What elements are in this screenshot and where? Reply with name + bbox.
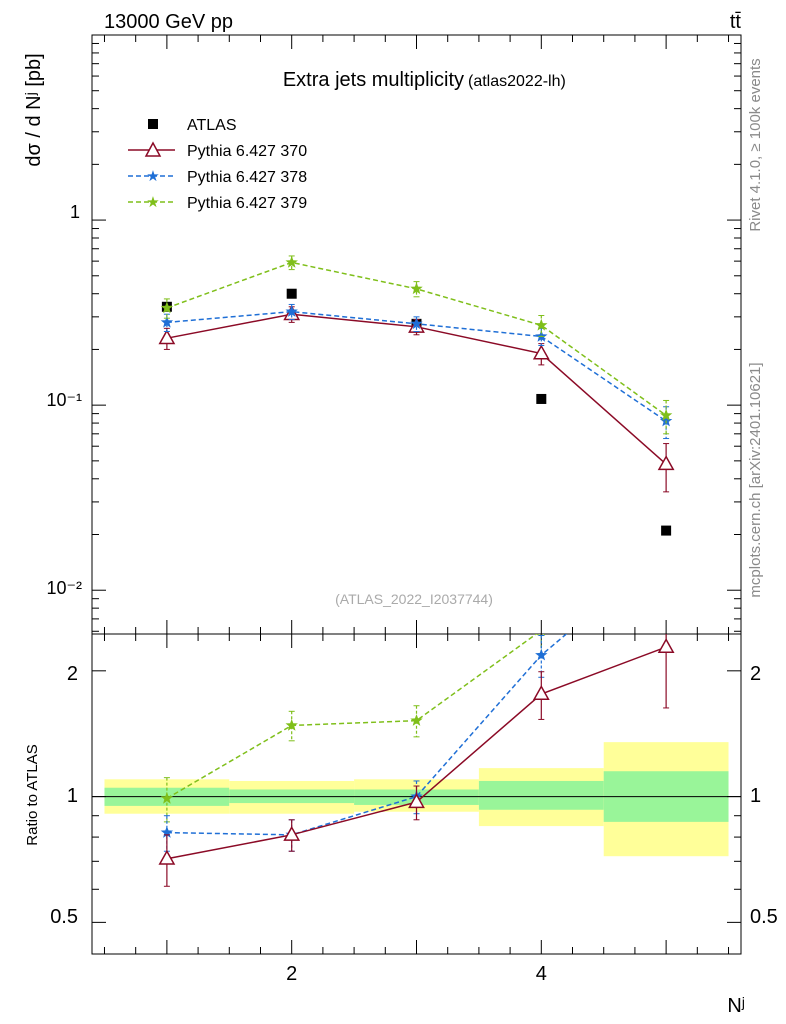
ratio-point [160, 826, 174, 838]
legend-marker-pythia-370 [144, 141, 162, 157]
ratio-point [285, 719, 298, 731]
y-tick-label-0.01: 10⁻² [46, 578, 82, 598]
x-axis-label: Nʲ [727, 995, 745, 1017]
main-point [285, 256, 298, 268]
ratio-point [660, 543, 672, 555]
main-point [410, 282, 423, 295]
ratio-y-tick-label-2: 2 [67, 663, 78, 685]
ratio-line-0 [166, 646, 667, 860]
legend-label-pythia-370: Pythia 6.427 370 [187, 143, 307, 160]
axes [91, 34, 742, 955]
main-panel-series [158, 255, 675, 536]
legend-marker-atlas [148, 119, 158, 129]
ratio-point [535, 648, 548, 661]
ratio-series-0 [158, 634, 675, 887]
ratio-y-axis-label: Ratio to ATLAS [24, 744, 41, 845]
ratio-y-tick-label-2-right: 2 [750, 663, 761, 685]
x-tick-label-4: 4 [536, 963, 547, 985]
ratio-point [537, 634, 546, 636]
legend-entry-pythia-370: Pythia 6.427 370 [128, 141, 307, 160]
main-line-1 [166, 313, 667, 465]
chart-title-text: Extra jets multiplicity [283, 69, 464, 91]
main-point [160, 315, 174, 328]
ratio-point [408, 793, 425, 809]
chart-title-tag: (atlas2022-lh) [468, 73, 566, 90]
energy-label: 13000 GeV pp [104, 11, 233, 33]
legend-entry-pythia-378: ★ Pythia 6.427 378 [128, 168, 307, 186]
ratio-point [657, 638, 675, 654]
ratio-y-tick-label-1: 1 [67, 785, 78, 807]
legend-label-atlas: ATLAS [187, 117, 237, 134]
process-label: tt̄ [730, 11, 742, 33]
main-point [285, 305, 298, 317]
ratio-line-2 [166, 634, 538, 800]
ratio-y-tick-label-0.5: 0.5 [50, 906, 78, 928]
legend-label-pythia-379: Pythia 6.427 379 [187, 195, 307, 212]
main-point [535, 318, 548, 331]
legend-marker-pythia-379: ★ [146, 194, 159, 211]
watermark-label: (ATLAS_2022_I2037744) [335, 591, 493, 607]
ratio-band-green [478, 780, 604, 810]
main-point [410, 317, 423, 330]
y-tick-label-1: 1 [70, 202, 80, 222]
main-point [160, 301, 174, 314]
chart-title: Extra jets multiplicity (atlas2022-lh) [283, 69, 566, 91]
atlas-data-point [286, 288, 297, 299]
legend-entry-pythia-379: ★ Pythia 6.427 379 [128, 194, 307, 212]
ratio-line-1 [166, 634, 568, 836]
ratio-point [158, 849, 176, 865]
main-point [532, 344, 550, 360]
y-tick-label-0.1: 10⁻¹ [46, 390, 82, 410]
ratio-point [410, 714, 423, 726]
mcplots-reference-label: mcplots.cern.ch [arXiv:2401.10621] [747, 362, 764, 597]
ratio-y-tick-label-0.5-right: 0.5 [750, 906, 778, 928]
main-series-3 [160, 255, 673, 435]
atlas-data-point [536, 393, 547, 404]
ratio-point [283, 825, 301, 841]
ratio-y-tick-label-1-right: 1 [750, 785, 761, 807]
ratio-panel-series [158, 543, 675, 887]
ratio-point [532, 684, 550, 701]
main-series-1 [158, 305, 675, 493]
legend-entry-atlas: ATLAS [148, 117, 237, 134]
legend-label-pythia-378: Pythia 6.427 378 [187, 169, 307, 186]
main-point [659, 408, 673, 421]
main-point [158, 329, 176, 345]
atlas-data-point [661, 525, 672, 536]
y-axis-label: dσ / d Nʲ [pb] [23, 53, 45, 166]
x-tick-label-2: 2 [286, 963, 297, 985]
ratio-point [160, 791, 174, 804]
rivet-version-label: Rivet 4.1.0, ≥ 100k events [747, 58, 764, 231]
main-point [657, 455, 675, 471]
legend: ATLAS Pythia 6.427 370 ★ Pythia 6.427 37… [128, 117, 307, 212]
legend-marker-pythia-378: ★ [146, 168, 159, 185]
